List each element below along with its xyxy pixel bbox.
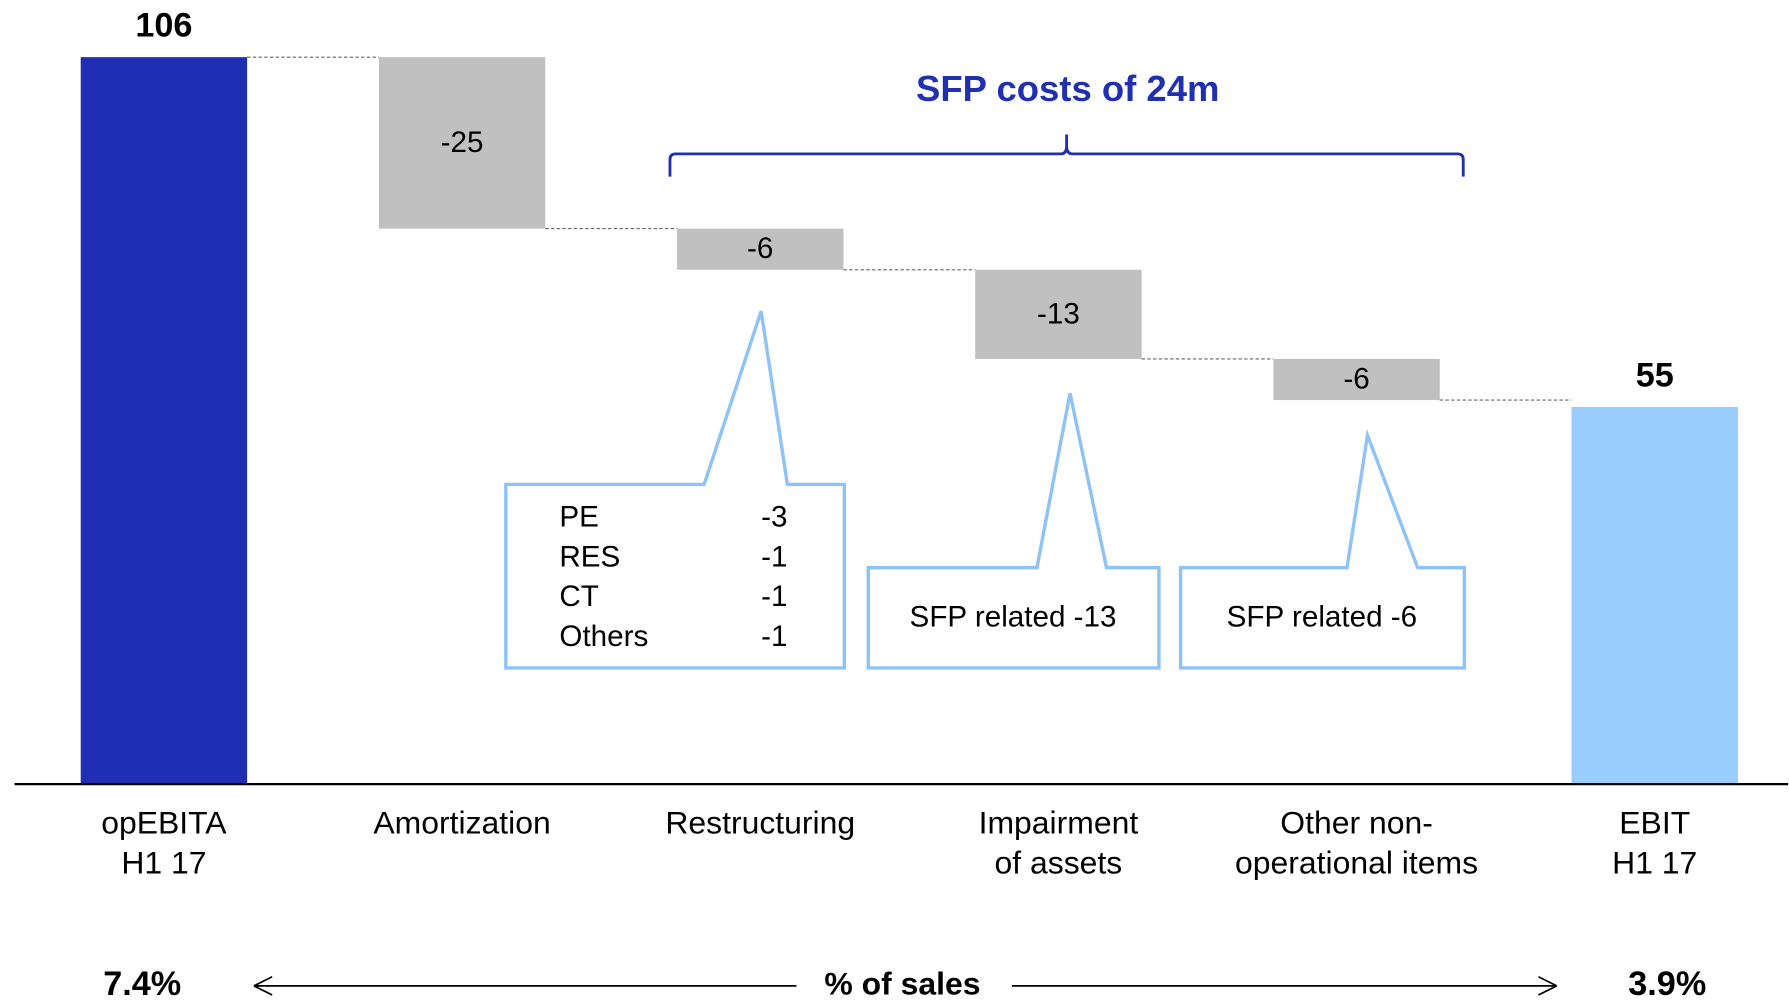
sales-start: 7.4%	[103, 965, 181, 1003]
callout-item-value: -1	[761, 580, 787, 613]
callout-text: SFP related -6	[1227, 601, 1417, 634]
bracket-line	[668, 134, 1465, 177]
value-label: -25	[441, 126, 484, 159]
x-tick-label: of assets	[995, 845, 1123, 881]
bracket: SFP costs of 24m	[668, 68, 1465, 177]
x-tick-label: H1 17	[1612, 845, 1697, 881]
callout-item-name: PE	[559, 500, 599, 533]
x-tick-label: EBIT	[1619, 805, 1690, 841]
callout-box	[866, 392, 1161, 670]
x-tick-label: Other non-	[1280, 805, 1433, 841]
callouts	[504, 310, 1467, 670]
value-label: 106	[135, 7, 192, 45]
value-label: -6	[1343, 362, 1369, 395]
arrow-right	[1011, 976, 1558, 996]
x-tick-label: operational items	[1235, 845, 1478, 881]
bar	[378, 57, 546, 229]
x-tick-label: Restructuring	[665, 805, 855, 841]
bracket-label: SFP costs of 24m	[916, 68, 1219, 109]
bar	[975, 269, 1142, 359]
bar	[1571, 406, 1738, 785]
value-label: 55	[1636, 356, 1674, 394]
value-label: -13	[1037, 297, 1080, 330]
callout-item-name: CT	[559, 580, 599, 613]
callout-item-value: -3	[761, 500, 787, 533]
sales-share: 7.4% % of sales 3.9%	[103, 965, 1706, 1003]
callout-text: SFP related -13	[910, 601, 1117, 634]
bar	[1273, 358, 1440, 401]
value-label: -6	[747, 232, 773, 265]
sales-label: % of sales	[824, 965, 980, 1001]
x-tick-label: Amortization	[373, 805, 550, 841]
bar	[677, 228, 844, 270]
x-tick-label: Impairment	[979, 805, 1139, 841]
callout-item-name: RES	[559, 540, 620, 573]
callout-item-value: -1	[761, 540, 787, 573]
arrow-left	[253, 976, 797, 996]
callout-item-value: -1	[761, 620, 787, 653]
callout-item-name: Others	[559, 620, 648, 653]
callout-texts: PE -3 RES -1 CT -1 Others -1 SFP related…	[559, 500, 1417, 653]
x-tick-label: opEBITA	[101, 805, 227, 841]
callout-box	[1178, 428, 1467, 670]
sales-end: 3.9%	[1628, 965, 1706, 1003]
x-tick-label: H1 17	[121, 845, 206, 881]
callout-box	[504, 310, 847, 670]
bar	[80, 57, 248, 785]
